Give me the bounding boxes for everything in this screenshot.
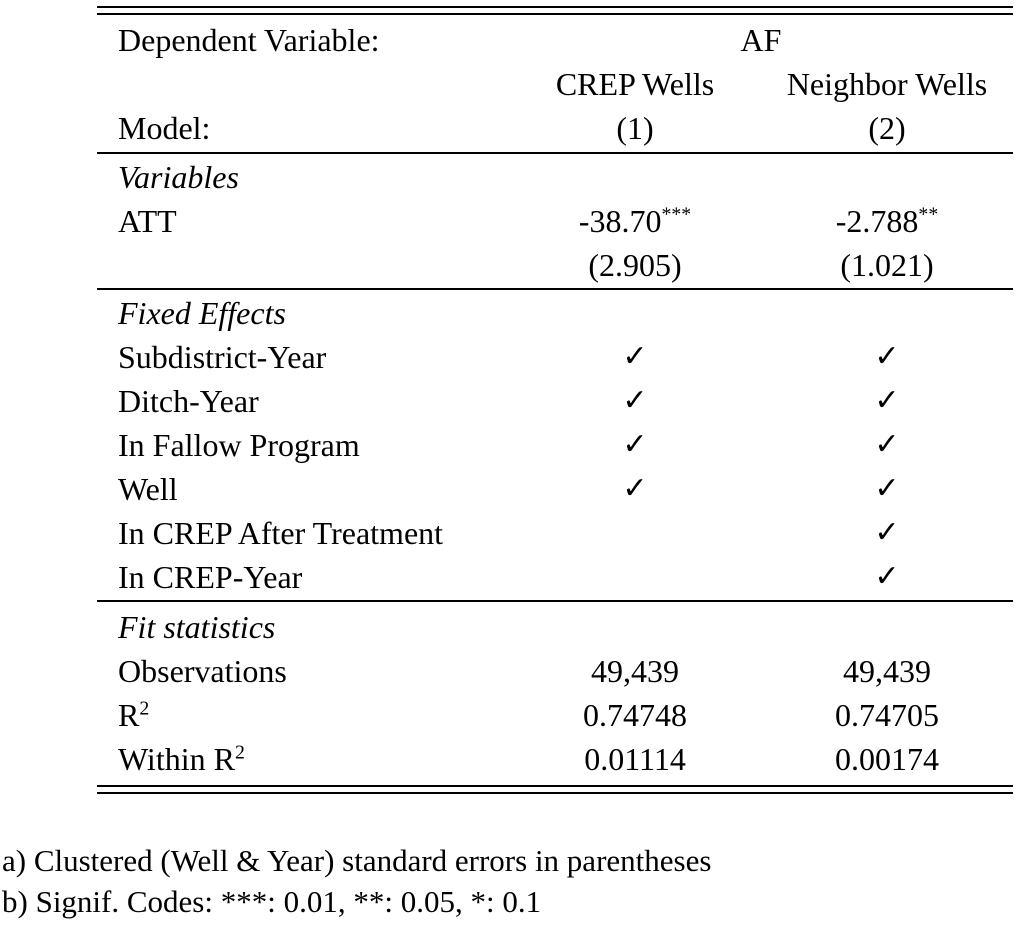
header-separator-rule (97, 152, 1013, 154)
table-header-section: Dependent Variable: AF CREP Wells Neighb… (97, 15, 1013, 152)
checkmark-icon: ✓ (874, 427, 900, 462)
fit-statistics-section-title: Fit statistics (118, 609, 276, 645)
fit-stat-label: R2 (118, 697, 150, 733)
model-row: Model: (1) (2) (97, 106, 1013, 150)
table-row: Ditch-Year ✓ ✓ (97, 379, 1013, 423)
att-coef-col2: -2.788** (835, 203, 939, 239)
att-coefficient-row: ATT -38.70*** -2.788** (97, 199, 1013, 243)
checkmark-icon: ✓ (622, 471, 648, 506)
table-row: In Fallow Program ✓ ✓ (97, 423, 1013, 467)
checkmark-icon: ✓ (874, 515, 900, 550)
table-row: Observations 49,439 49,439 (97, 649, 1013, 693)
dependent-variable-row: Dependent Variable: AF (97, 18, 1013, 62)
model-number-2: (2) (868, 110, 906, 146)
checkmark-icon: ✓ (874, 383, 900, 418)
fixed-effects-separator-rule (97, 600, 1013, 602)
att-se-col1: (2.905) (588, 247, 682, 283)
checkmark-icon: ✓ (874, 471, 900, 506)
bottom-double-rule (97, 785, 1013, 794)
att-se-col2: (1.021) (840, 247, 934, 283)
att-coef-col1: -38.70*** (578, 203, 692, 239)
fit-stat-value: 49,439 (843, 653, 931, 689)
significance-stars: *** (661, 203, 692, 226)
top-double-rule (97, 6, 1013, 15)
column-headers-row: CREP Wells Neighbor Wells (97, 62, 1013, 106)
regression-table: Dependent Variable: AF CREP Wells Neighb… (97, 6, 1013, 794)
fixed-effect-label: In Fallow Program (118, 427, 360, 463)
column-header-crep-wells: CREP Wells (555, 66, 715, 102)
fit-statistics-section-title-row: Fit statistics (97, 605, 1013, 649)
checkmark-icon: ✓ (874, 339, 900, 374)
fit-stat-label: Within R2 (118, 741, 245, 777)
variables-section: Variables ATT -38.70*** -2.788** (2.905)… (97, 154, 1013, 288)
fixed-effect-label: Subdistrict-Year (118, 339, 327, 375)
checkmark-icon: ✓ (874, 559, 900, 594)
model-label: Model: (118, 110, 211, 146)
fit-stat-value: 0.00174 (835, 741, 939, 777)
att-label: ATT (118, 203, 177, 239)
fixed-effects-section: Fixed Effects Subdistrict-Year ✓ ✓ Ditch… (97, 290, 1013, 600)
checkmark-icon: ✓ (622, 339, 648, 374)
fixed-effect-label: Ditch-Year (118, 383, 259, 419)
fixed-effect-label: Well (118, 471, 178, 507)
fit-stat-value: 0.74705 (835, 697, 939, 733)
fit-stat-value: 49,439 (591, 653, 679, 689)
variables-section-title-row: Variables (97, 155, 1013, 199)
variables-section-title: Variables (118, 159, 239, 195)
table-row: In CREP After Treatment ✓ (97, 511, 1013, 555)
fixed-effect-label: In CREP After Treatment (118, 515, 444, 551)
table-row: Within R2 0.01114 0.00174 (97, 737, 1013, 781)
footnote-clustered-se: a) Clustered (Well & Year) standard erro… (2, 843, 712, 878)
column-header-neighbor-wells: Neighbor Wells (786, 66, 988, 102)
footnote-significance-codes: b) Signif. Codes: ***: 0.01, **: 0.05, *… (2, 884, 542, 919)
fixed-effects-section-title: Fixed Effects (118, 295, 286, 331)
fixed-effect-label: In CREP-Year (118, 559, 303, 595)
significance-stars: ** (918, 203, 939, 226)
dependent-variable-label: Dependent Variable: (118, 22, 380, 58)
model-number-1: (1) (616, 110, 654, 146)
table-row: In CREP-Year ✓ (97, 555, 1013, 599)
table-row: Well ✓ ✓ (97, 467, 1013, 511)
table-row: Subdistrict-Year ✓ ✓ (97, 335, 1013, 379)
checkmark-icon: ✓ (622, 427, 648, 462)
table-row: R2 0.74748 0.74705 (97, 693, 1013, 737)
fit-stat-value: 0.01114 (584, 741, 686, 777)
checkmark-icon: ✓ (622, 383, 648, 418)
fit-stat-label: Observations (118, 653, 287, 689)
fixed-effects-section-title-row: Fixed Effects (97, 291, 1013, 335)
fit-statistics-section: Fit statistics Observations 49,439 49,43… (97, 602, 1013, 785)
fit-stat-value: 0.74748 (583, 697, 687, 733)
dependent-variable-value: AF (740, 22, 782, 58)
table-footnotes: a) Clustered (Well & Year) standard erro… (2, 840, 1020, 922)
variables-separator-rule (97, 288, 1013, 290)
att-standard-error-row: (2.905) (1.021) (97, 243, 1013, 287)
